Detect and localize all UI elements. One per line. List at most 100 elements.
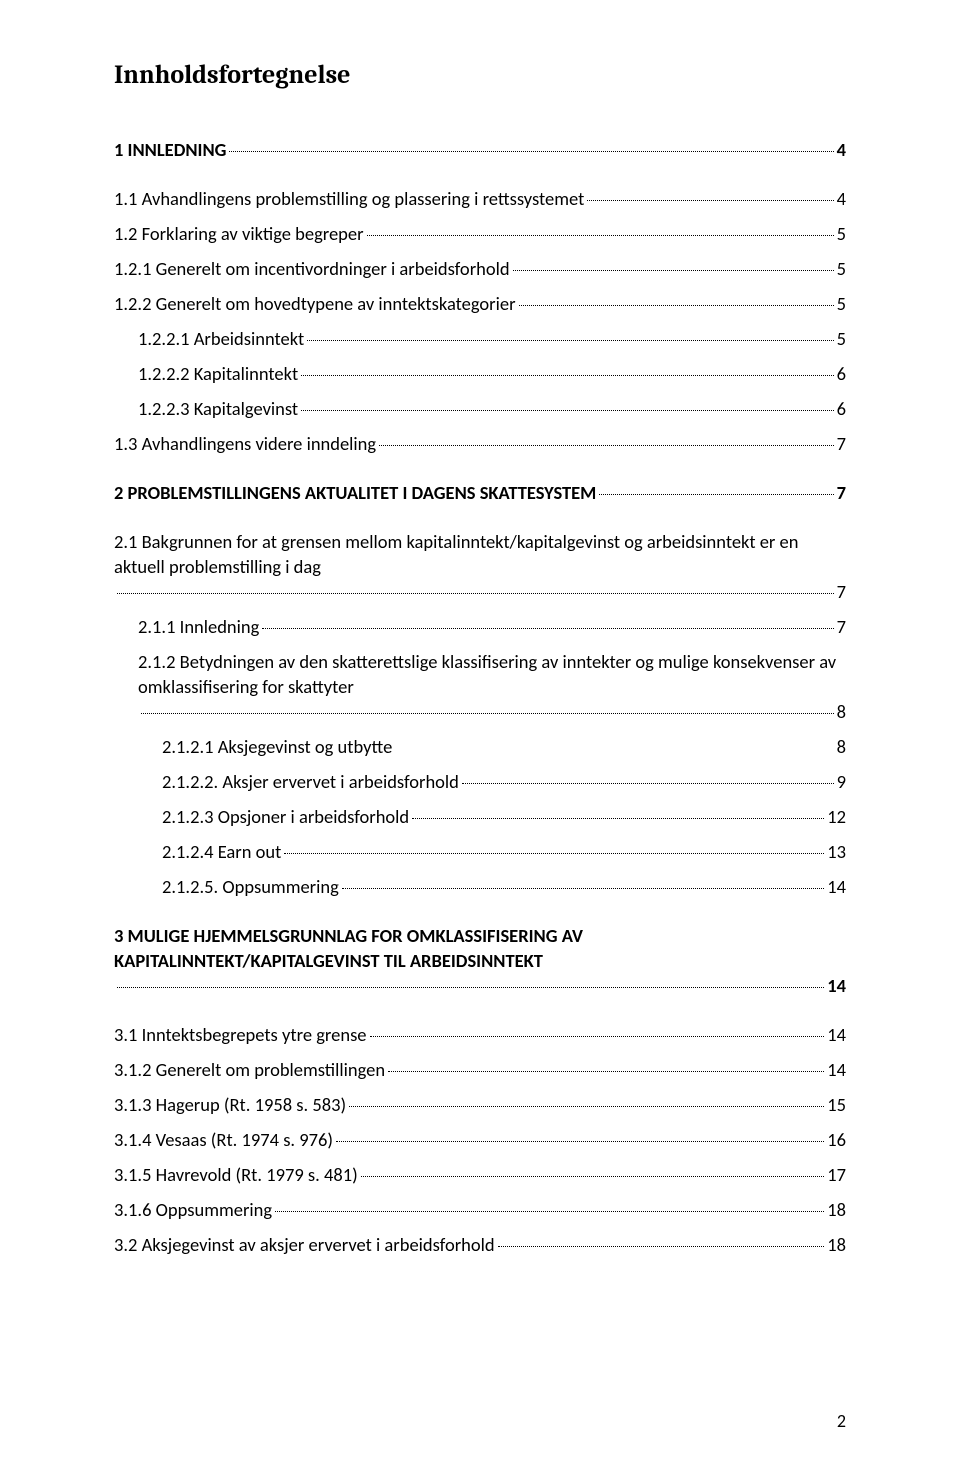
- toc-entry-label: 2.1 Bakgrunnen for at grensen mellom kap…: [114, 530, 846, 580]
- toc-entry-page: 4: [837, 138, 846, 161]
- toc-leader-dots: [388, 1071, 824, 1072]
- toc-entry-label: 2.1.2.5. Oppsummering: [162, 875, 339, 898]
- toc-entry-label: 3.1.5 Havrevold (Rt. 1979 s. 481): [114, 1163, 358, 1186]
- toc-leader-dots: [117, 593, 834, 594]
- toc-leader-dots: [498, 1246, 825, 1247]
- toc-leader-dots: [367, 235, 834, 236]
- toc-entry-label: 2.1.2.4 Earn out: [162, 840, 281, 863]
- toc-entry-page: 16: [827, 1128, 846, 1151]
- toc-entry: 1.3 Avhandlingens videre inndeling 7: [114, 432, 846, 455]
- toc-entry-page: 13: [827, 840, 846, 863]
- toc-entry-label: 2 PROBLEMSTILLINGENS AKTUALITET I DAGENS…: [114, 481, 596, 504]
- toc-entry: 3.1.5 Havrevold (Rt. 1979 s. 481) 17: [114, 1163, 846, 1186]
- toc-entry-page: 18: [827, 1198, 846, 1221]
- toc-entry-label: 3.1.3 Hagerup (Rt. 1958 s. 583): [114, 1093, 346, 1116]
- toc-entry-label: 2.1.2.2. Aksjer ervervet i arbeidsforhol…: [162, 770, 459, 793]
- toc-entry-page: 7: [837, 615, 846, 638]
- toc-entry-page: 5: [837, 257, 846, 280]
- toc-leader-dots: [519, 305, 834, 306]
- toc-entry-page: 6: [837, 397, 846, 420]
- toc-entry-page: 14: [827, 1058, 846, 1081]
- toc-entry: 2.1.2 Betydningen av den skatterettslige…: [114, 650, 846, 723]
- toc-entry-page: 6: [837, 362, 846, 385]
- toc-entry-page: 12: [827, 805, 846, 828]
- toc-entry: 2.1.1 Innledning 7: [114, 615, 846, 638]
- toc-entry: 2.1.2.3 Opsjoner i arbeidsforhold 12: [114, 805, 846, 828]
- toc-entry: 3.1.4 Vesaas (Rt. 1974 s. 976) 16: [114, 1128, 846, 1151]
- toc-leader-dots: [301, 375, 833, 376]
- toc-entry-label: 1.3 Avhandlingens videre inndeling: [114, 432, 376, 455]
- toc-entry-page: 14: [827, 875, 846, 898]
- toc-leader-dots: [342, 888, 824, 889]
- toc-leader-dots: [229, 151, 833, 152]
- toc-entry-label: 1.2 Forklaring av viktige begreper: [114, 222, 364, 245]
- toc-entry-page: 8: [837, 735, 846, 758]
- page-title: Innholdsfortegnelse: [114, 60, 846, 90]
- toc-leader-dots: [307, 340, 833, 341]
- toc-entry-page: 5: [837, 222, 846, 245]
- toc-leader-dots: [379, 445, 834, 446]
- toc-leader-dots: [117, 987, 824, 988]
- toc-entry: 3 MULIGE HJEMMELSGRUNNLAG FOR OMKLASSIFI…: [114, 924, 846, 997]
- toc-entry: 3.1.3 Hagerup (Rt. 1958 s. 583) 15: [114, 1093, 846, 1116]
- toc-entry: 1.2.1 Generelt om incentivordninger i ar…: [114, 257, 846, 280]
- toc-leader-dots: [587, 200, 833, 201]
- toc-entry: 1.2.2.1 Arbeidsinntekt5: [114, 327, 846, 350]
- toc-entry: 1.2.2.3 Kapitalgevinst 6: [114, 397, 846, 420]
- page-number: 2: [837, 1410, 846, 1432]
- toc-entry-label: 3.1 Inntektsbegrepets ytre grense: [114, 1023, 367, 1046]
- toc-entry-label: 2.1.2.1 Aksjegevinst og utbytte: [162, 735, 392, 758]
- toc-entry: 3.1.2 Generelt om problemstillingen 14: [114, 1058, 846, 1081]
- toc-entry: 2.1.2.2. Aksjer ervervet i arbeidsforhol…: [114, 770, 846, 793]
- toc-entry-label: 2.1.1 Innledning: [138, 615, 259, 638]
- toc-leader-dots: [349, 1106, 824, 1107]
- table-of-contents: 1 INNLEDNING 4 1.1 Avhandlingens problemst…: [114, 138, 846, 1256]
- toc-entry: 3.1.6 Oppsummering 18: [114, 1198, 846, 1221]
- toc-entry-label: 1.2.2 Generelt om hovedtypene av inntekt…: [114, 292, 516, 315]
- toc-entry-page: 7: [837, 580, 846, 603]
- toc-leader-dots: [412, 818, 824, 819]
- toc-entry: 2 PROBLEMSTILLINGENS AKTUALITET I DAGENS…: [114, 481, 846, 504]
- toc-entry: 1 INNLEDNING 4: [114, 138, 846, 161]
- toc-entry-label: 3.2 Aksjegevinst av aksjer ervervet i ar…: [114, 1233, 495, 1256]
- toc-entry: 1.1 Avhandlingens problemstilling og pla…: [114, 187, 846, 210]
- toc-leader-dots: [141, 713, 834, 714]
- toc-entry-page: 9: [837, 770, 846, 793]
- toc-entry-label: 1.1 Avhandlingens problemstilling og pla…: [114, 187, 584, 210]
- toc-leader-dots: [361, 1176, 825, 1177]
- toc-entry: 2.1.2.1 Aksjegevinst og utbytte 8: [114, 735, 846, 758]
- toc-entry-page: 15: [827, 1093, 846, 1116]
- toc-entry-label: 1.2.2.3 Kapitalgevinst: [138, 397, 298, 420]
- toc-entry-page: 7: [837, 432, 846, 455]
- toc-entry-label: 1.2.2.1 Arbeidsinntekt: [138, 327, 304, 350]
- toc-entry-label: 3.1.4 Vesaas (Rt. 1974 s. 976): [114, 1128, 333, 1151]
- toc-leader-dots: [262, 628, 833, 629]
- toc-leader-dots: [599, 494, 833, 495]
- toc-entry: 3.2 Aksjegevinst av aksjer ervervet i ar…: [114, 1233, 846, 1256]
- toc-entry-page: 14: [827, 974, 846, 997]
- toc-entry-page: 4: [837, 187, 846, 210]
- toc-entry: 1.2 Forklaring av viktige begreper 5: [114, 222, 846, 245]
- document-page: Innholdsfortegnelse 1 INNLEDNING 4 1.1 Avh…: [0, 0, 960, 1462]
- toc-leader-dots: [275, 1211, 824, 1212]
- toc-leader-dots: [462, 783, 834, 784]
- toc-entry-page: 5: [837, 292, 846, 315]
- toc-entry-page: 8: [837, 700, 846, 723]
- toc-entry-label: 1.2.2.2 Kapitalinntekt: [138, 362, 298, 385]
- toc-entry-label: 3.1.6 Oppsummering: [114, 1198, 272, 1221]
- toc-entry-label: 2.1.2.3 Opsjoner i arbeidsforhold: [162, 805, 409, 828]
- toc-leader-dots: [301, 410, 833, 411]
- toc-entry-label: 3 MULIGE HJEMMELSGRUNNLAG FOR OMKLASSIFI…: [114, 924, 846, 974]
- toc-entry: 1.2.2 Generelt om hovedtypene av inntekt…: [114, 292, 846, 315]
- toc-entry-label: 1 INNLEDNING: [114, 138, 226, 161]
- toc-entry: 2.1 Bakgrunnen for at grensen mellom kap…: [114, 530, 846, 603]
- toc-entry-page: 14: [827, 1023, 846, 1046]
- toc-entry: 2.1.2.5. Oppsummering 14: [114, 875, 846, 898]
- toc-entry-page: 17: [827, 1163, 846, 1186]
- toc-entry-page: 18: [827, 1233, 846, 1256]
- toc-leader-dots: [336, 1141, 824, 1142]
- toc-entry: 3.1 Inntektsbegrepets ytre grense 14: [114, 1023, 846, 1046]
- toc-entry: 2.1.2.4 Earn out 13: [114, 840, 846, 863]
- toc-entry-label: 3.1.2 Generelt om problemstillingen: [114, 1058, 385, 1081]
- toc-leader-dots: [284, 853, 824, 854]
